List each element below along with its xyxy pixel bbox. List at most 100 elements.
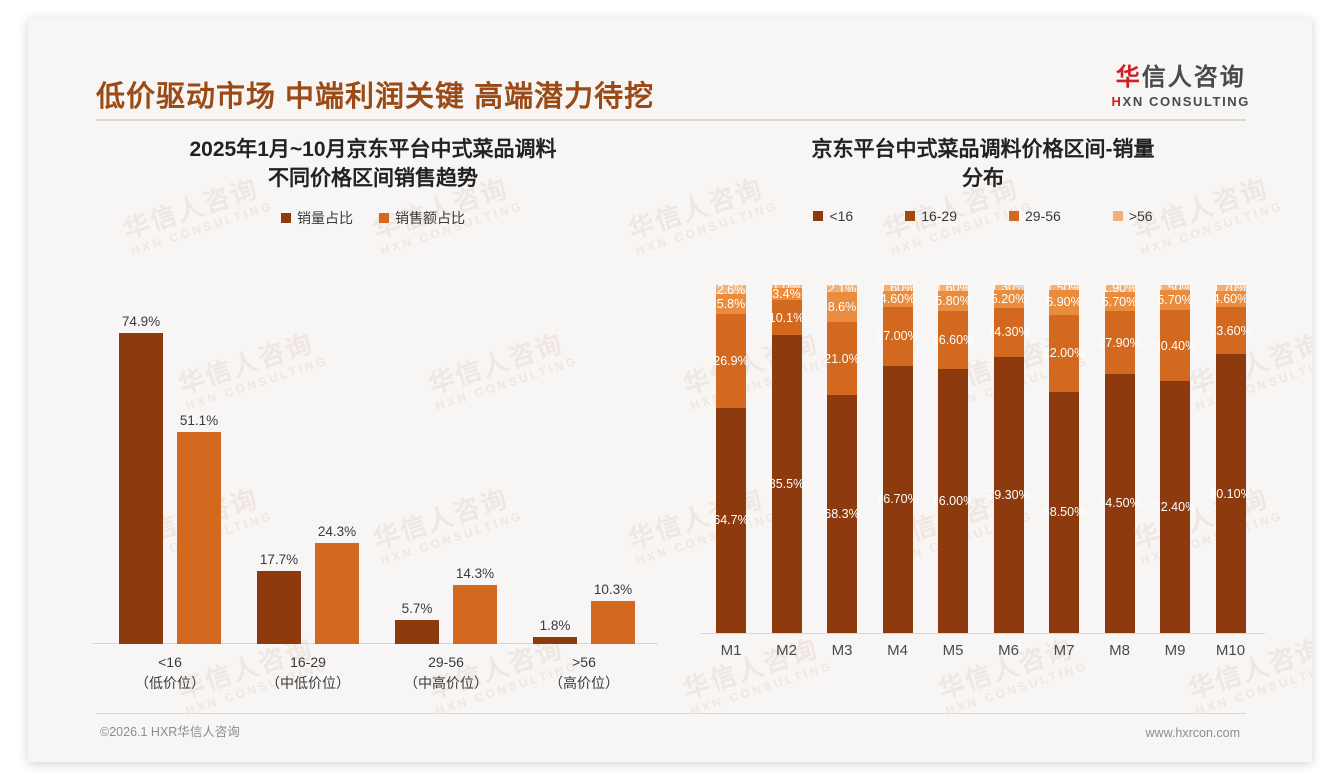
left-chart-bar[interactable] [395, 620, 439, 644]
left-chart-bar[interactable] [119, 333, 163, 644]
right-chart-segment[interactable]: 2.1% [827, 282, 857, 296]
logo-en-rest: XN CONSULTING [1122, 94, 1250, 109]
right-chart-segment[interactable]: 17.90% [1098, 311, 1141, 374]
right-chart-stacked-bar[interactable]: 1.30% 5.20% 14.30% 79.30% [987, 280, 1030, 633]
right-chart-segment[interactable]: 80.10% [1209, 354, 1252, 634]
right-chart-category-label: M5 [942, 642, 964, 659]
right-chart-segment[interactable]: 2.6% [716, 283, 746, 297]
right-chart-segment[interactable]: 6.90% [1046, 290, 1082, 315]
legend-swatch-icon [1009, 210, 1019, 221]
left-chart-bar[interactable] [591, 601, 635, 644]
right-chart-segment[interactable]: 3.4% [771, 287, 802, 302]
right-chart-segment[interactable]: 76.70% [876, 365, 919, 634]
category-name: 16-29 [290, 654, 326, 670]
right-chart-stacked-bar[interactable]: 1.0% 3.4% 10.1% 85.5% [769, 280, 804, 633]
left-chart-bar[interactable] [315, 543, 359, 644]
right-legend-item-2[interactable]: 29-56 [1009, 208, 1061, 224]
right-chart-segment[interactable]: 79.30% [987, 357, 1030, 633]
right-chart-segment[interactable]: 1.90% [1102, 281, 1137, 295]
right-chart-segment-label: 3.4% [772, 287, 801, 302]
right-chart-segment-label: 20.40% [1153, 338, 1197, 353]
right-chart-group: 1.50% 6.90% 22.00% 68.50% [1038, 281, 1090, 633]
legend-label: 16-29 [921, 207, 957, 224]
left-chart-bar[interactable] [257, 570, 301, 644]
brand-logo: 华信人咨询 HXN CONSULTING [1112, 64, 1250, 109]
category-sublabel: （高价位） [549, 675, 619, 691]
left-chart-title-line2: 不同价格区间销售趋势 [268, 166, 478, 190]
right-chart-group: 1.90% 5.70% 17.90% 74.50% [1094, 281, 1146, 634]
right-chart-segment[interactable]: 5.70% [1101, 291, 1138, 312]
left-legend-item-0[interactable]: 销量占比 [281, 208, 353, 228]
right-chart-segment-label: 21.0% [824, 351, 860, 366]
right-chart-segment[interactable]: 5.80% [935, 290, 971, 311]
legend-swatch-icon [379, 212, 389, 223]
footer-website[interactable]: www.hxrcon.com [1145, 726, 1240, 740]
right-chart-segment-label: 74.50% [1098, 496, 1141, 511]
right-chart-category-label: M8 [1109, 642, 1130, 659]
right-chart-segment[interactable]: 26.9% [713, 314, 749, 408]
left-chart-bar-value-label: 17.7% [259, 551, 299, 567]
right-chart-stacked-bar[interactable]: 1.50% 6.90% 22.00% 68.50% [1043, 281, 1085, 633]
category-sublabel: （低价位） [135, 675, 205, 691]
right-chart-stacked-bar[interactable]: 1.60% 4.60% 17.00% 76.70% [876, 281, 919, 634]
right-legend-item-1[interactable]: 16-29 [905, 208, 957, 224]
right-chart-segment[interactable]: 68.3% [824, 395, 860, 633]
right-chart-segment-label: 17.00% [876, 329, 919, 344]
legend-swatch-icon [905, 210, 916, 221]
left-chart-bar[interactable] [177, 431, 221, 644]
right-chart-segment[interactable]: 17.00% [876, 306, 919, 366]
right-chart-stacked-bar[interactable]: 1.50% 5.70% 20.40% 72.40% [1154, 281, 1196, 633]
right-chart-category-label: M1 [720, 642, 742, 659]
right-chart-segment[interactable]: 4.60% [879, 290, 916, 307]
right-chart-segment[interactable]: 21.0% [824, 322, 860, 396]
right-chart-stacked-bar[interactable]: 1.90% 5.70% 17.90% 74.50% [1098, 281, 1141, 634]
right-chart-segment[interactable]: 4.60% [1212, 290, 1249, 307]
right-chart-segment[interactable]: 20.40% [1154, 310, 1196, 382]
right-chart-title-line2: 分布 [962, 166, 1004, 190]
right-chart-segment[interactable]: 22.00% [1043, 314, 1085, 392]
logo-english-text: HXN CONSULTING [1112, 95, 1250, 108]
right-chart-segment[interactable]: 5.8% [716, 294, 746, 315]
right-chart-group: 2.6% 5.8% 26.9% 64.7% [705, 283, 757, 633]
right-chart-segment-label: 5.70% [1101, 294, 1138, 309]
right-chart-segment[interactable]: 5.20% [990, 289, 1027, 308]
legend-label: 销售额占比 [395, 209, 465, 226]
left-chart-bar-wrapper: 1.8% [533, 618, 577, 644]
right-chart-segment-label: 72.40% [1153, 500, 1197, 515]
right-legend-item-3[interactable]: >56 [1112, 208, 1153, 224]
left-chart-bar[interactable] [533, 636, 577, 644]
right-chart-segment[interactable]: 5.70% [1157, 290, 1193, 311]
right-chart-stacked-bar[interactable]: 2.6% 5.8% 26.9% 64.7% [713, 283, 749, 633]
category-name: >56 [572, 654, 596, 670]
logo-cn-red: 华 [1115, 64, 1142, 91]
right-chart-segment-label: 5.70% [1157, 293, 1193, 308]
right-chart-segment[interactable]: 85.5% [769, 335, 804, 633]
left-chart-bar-value-label: 51.1% [179, 412, 219, 428]
right-chart-segment[interactable]: 14.30% [987, 307, 1030, 358]
slide-header: 低价驱动市场 中端利润关键 高端潜力待挖 华信人咨询 HXN CONSULTIN… [28, 18, 1312, 128]
slide-canvas: 低价驱动市场 中端利润关键 高端潜力待挖 华信人咨询 HXN CONSULTIN… [28, 18, 1312, 762]
left-legend-item-1[interactable]: 销售额占比 [379, 208, 465, 228]
right-chart-segment[interactable]: 74.50% [1098, 373, 1141, 634]
right-chart-stacked-bar[interactable]: 1.60% 5.80% 16.60% 76.00% [932, 281, 974, 633]
right-chart-stacked-bar[interactable]: 2.1% 8.6% 21.0% 68.3% [824, 282, 860, 633]
right-chart-segment-label: 79.30% [987, 488, 1030, 503]
right-chart-segment-label: 8.6% [827, 300, 857, 315]
right-chart-segment-label: 5.20% [990, 291, 1027, 306]
right-chart-segment-label: 4.60% [879, 291, 916, 306]
right-chart-segment[interactable]: 8.6% [827, 292, 857, 323]
right-chart-segment[interactable]: 64.7% [713, 407, 749, 633]
right-chart-segment-label: 4.60% [1212, 291, 1249, 306]
right-chart-segment[interactable]: 72.40% [1154, 381, 1196, 633]
right-chart-segment-label: 68.50% [1042, 505, 1086, 520]
right-chart-segment[interactable]: 10.1% [769, 300, 804, 336]
legend-label: 销量占比 [297, 209, 353, 226]
right-chart-segment[interactable]: 68.50% [1043, 391, 1085, 633]
right-legend-item-0[interactable]: <16 [813, 208, 853, 224]
right-chart-segment[interactable]: 13.60% [1209, 306, 1252, 355]
right-chart-segment[interactable]: 76.00% [932, 368, 974, 633]
right-chart-segment[interactable]: 16.60% [932, 310, 974, 369]
right-chart-stacked-bar[interactable]: 1.70% 4.60% 13.60% 80.10% [1209, 281, 1252, 634]
left-chart-bar[interactable] [453, 584, 497, 644]
left-chart-title: 2025年1月~10月京东平台中式菜品调料 不同价格区间销售趋势 [68, 136, 678, 194]
